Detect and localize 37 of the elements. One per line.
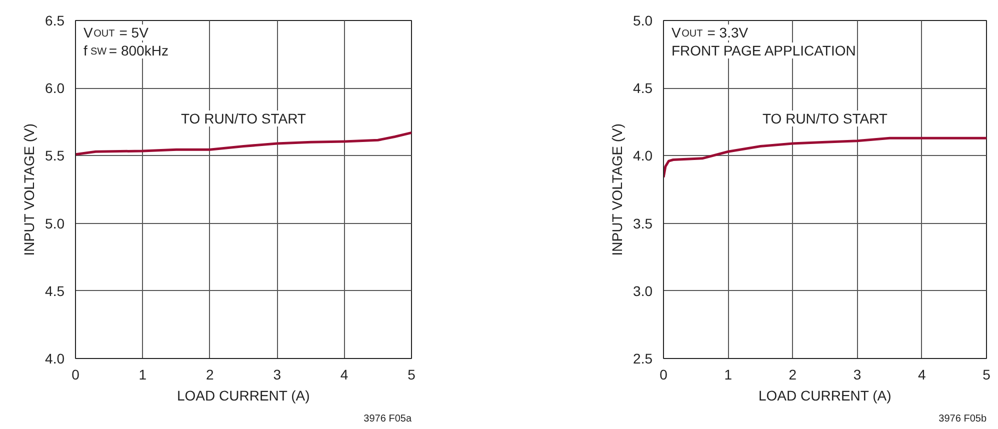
y-tick-label: 4.5 xyxy=(45,282,65,299)
x-axis-title: LOAD CURRENT (A) xyxy=(758,388,892,404)
x-tick-label: 3 xyxy=(273,366,282,382)
y-axis-title: INPUT VOLTAGE (V) xyxy=(21,123,38,256)
y-axis-title: INPUT VOLTAGE (V) xyxy=(609,123,626,256)
y-tick-label: 3.5 xyxy=(633,215,653,232)
x-tick-label: 5 xyxy=(982,366,991,382)
line-series xyxy=(664,136,986,179)
text: 3976 F05a xyxy=(364,414,412,424)
x-tick-label: 0 xyxy=(72,366,80,382)
x-tick-label: 4 xyxy=(340,366,348,382)
y-tick-label: 2.5 xyxy=(633,350,653,366)
x-axis-title: LOAD CURRENT (A) xyxy=(176,388,310,404)
line-series xyxy=(76,131,412,156)
y-tick-label: 6.0 xyxy=(45,80,65,96)
x-tick-label: 2 xyxy=(788,366,797,382)
y-tick-label: 6.5 xyxy=(45,12,65,28)
x-tick-label: 3 xyxy=(853,366,862,382)
annotation: TO RUN/TO START xyxy=(181,110,306,126)
x-tick-label: 1 xyxy=(138,366,147,382)
y-tick-label: 4.5 xyxy=(633,80,653,96)
y-tick-label: 5.5 xyxy=(45,148,65,164)
x-tick-label: 2 xyxy=(206,366,214,382)
text: 3976 F05b xyxy=(938,414,987,424)
y-tick-label: 4.0 xyxy=(45,350,65,366)
y-tick-label: 4.0 xyxy=(633,148,653,164)
y-tick-label: 5.0 xyxy=(633,12,653,28)
y-tick-label: 3.0 xyxy=(633,282,653,299)
y-tick-label: 5.0 xyxy=(45,215,65,232)
annotation: VOUT = 5V xyxy=(84,24,150,40)
x-tick-label: 1 xyxy=(724,366,732,382)
x-tick-label: 5 xyxy=(408,366,416,382)
x-tick-label: 4 xyxy=(918,366,926,382)
x-tick-label: 0 xyxy=(660,366,668,382)
annotation: TO RUN/TO START xyxy=(762,110,888,126)
annotation: FRONT PAGE APPLICATION xyxy=(672,42,856,58)
annotation: VOUT = 3.3V xyxy=(672,24,749,40)
